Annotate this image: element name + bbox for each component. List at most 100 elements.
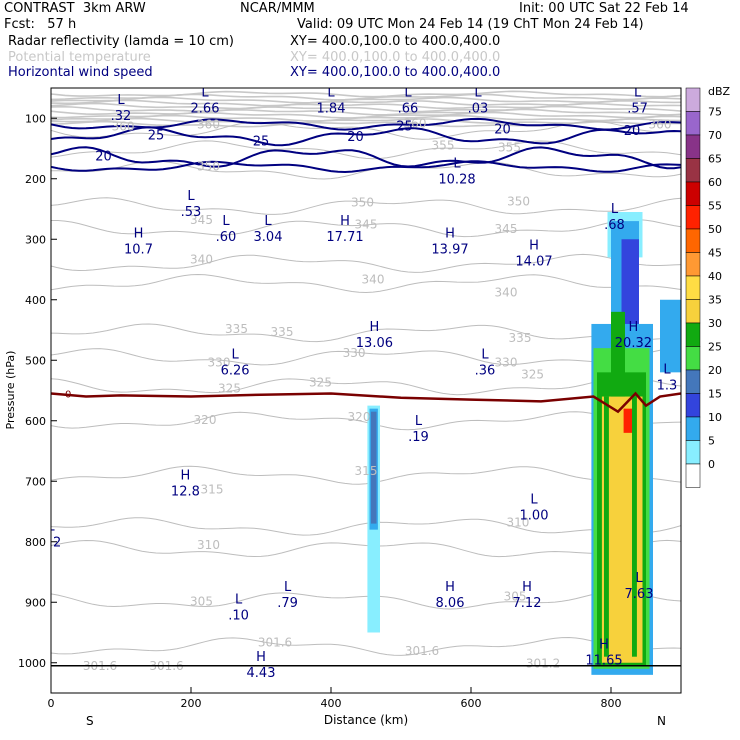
theta-label: 355 [432, 139, 455, 153]
theta-contour [51, 376, 681, 396]
contour-labels: 360 360 360 360 355 355 350 350 350 345 345 345 340 3… [41, 85, 678, 681]
colorbar-swatch [685, 181, 701, 206]
theta-label: 335 [509, 331, 532, 345]
extremum-value: 3.2 [41, 536, 62, 551]
theta-contour [51, 120, 681, 128]
colorbar-swatch [685, 416, 701, 441]
theta-label: 330 [343, 346, 366, 360]
theta-contour [51, 105, 681, 113]
extremum-value: .36 [475, 363, 496, 378]
wind-label: 25 [396, 119, 413, 134]
colorbar-label: 20 [708, 364, 722, 377]
extremum-letter: H [629, 320, 639, 335]
extremum-value: .57 [627, 101, 648, 116]
xy-theta: XY= 400.0,100.0 to 400.0,400.0 [290, 50, 501, 65]
colorbar-swatch [685, 322, 701, 347]
colorbar-swatch [685, 252, 701, 277]
extremum-letter: L [222, 214, 230, 229]
colorbar-swatch [685, 275, 701, 300]
y-tick-label: 300 [25, 233, 46, 246]
extremum-value: 7.63 [625, 587, 654, 602]
theta-label: 310 [197, 538, 220, 552]
theta-label: 325 [309, 375, 332, 389]
init-time: Init: 00 UTC Sat 22 Feb 14 [519, 1, 689, 16]
forecast-hour: Fcst: 57 h [4, 17, 77, 32]
colorbar-label: 60 [708, 176, 722, 189]
extremum-value: .53 [181, 205, 202, 220]
extremum-letter: H [370, 320, 380, 335]
wind-contour [51, 146, 681, 170]
extremum-value: 1.3 [657, 378, 678, 393]
extremum-letter: L [634, 85, 642, 100]
extremum-letter: L [415, 414, 423, 429]
theta-lines [51, 90, 681, 656]
extremum-value: 20.32 [615, 336, 652, 351]
y-tick-label: 400 [25, 294, 46, 307]
extremum-letter: L [474, 85, 482, 100]
reflectivity-cell [611, 311, 625, 397]
extremum-letter: L [481, 347, 489, 362]
colorbar-label: 65 [708, 153, 722, 166]
colorbar-swatch [685, 111, 701, 136]
field-theta: Potential temperature [8, 50, 151, 65]
theta-label: 345 [495, 222, 518, 236]
colorbar-swatch [685, 87, 701, 112]
wind-label: 25 [148, 128, 165, 143]
extremum-letter: H [445, 226, 455, 241]
y-axis-title: Pressure (hPa) [4, 351, 17, 430]
extremum-letter: L [327, 85, 335, 100]
colorbar-swatch [685, 205, 701, 230]
theta-contour [51, 218, 681, 238]
theta-label: 301.6 [258, 635, 292, 649]
theta-label: 315 [201, 482, 224, 496]
wind-label: 25 [253, 134, 270, 149]
y-tick-label: 200 [25, 173, 46, 186]
colorbar-label: 0 [708, 458, 715, 471]
colorbar-swatch [685, 463, 701, 488]
theta-contour [51, 348, 681, 366]
theta-label: 335 [271, 325, 294, 339]
extremum-value: 12.8 [171, 484, 200, 499]
theta-label: 360 [197, 118, 220, 132]
y-tick-label: 800 [25, 536, 46, 549]
theta-label: 355 [498, 141, 521, 155]
theta-label: 350 [351, 196, 374, 210]
theta-contour [51, 253, 681, 273]
theta-contour [51, 114, 681, 122]
theta-contour [51, 636, 681, 656]
theta-label: 315 [355, 464, 378, 478]
plot-frame [50, 87, 682, 694]
colorbar-label: 40 [708, 270, 722, 283]
extremum-value: 11.65 [585, 654, 622, 669]
x-tick-label: 800 [601, 697, 622, 710]
theta-label: 360 [404, 116, 427, 130]
xy-wind: XY= 400.0,100.0 to 400.0,400.0 [290, 65, 501, 80]
extremum-letter: H [529, 238, 539, 253]
theta-contour [51, 539, 681, 558]
extremum-letter: L [231, 347, 239, 362]
extremum-letter: H [181, 468, 191, 483]
extremum-value: 1.84 [317, 101, 346, 116]
extremum-value: .19 [408, 430, 429, 445]
colorbar-label: 10 [708, 411, 722, 424]
colorbar-swatch [685, 228, 701, 253]
extremum-letter: H [445, 580, 455, 595]
x-tick-label: 600 [461, 697, 482, 710]
theta-contour [51, 590, 681, 610]
extremum-value: 7.12 [513, 596, 542, 611]
theta-contour [51, 102, 681, 110]
extremum-letter: H [134, 226, 144, 241]
theta-label: 345 [190, 213, 213, 227]
theta-contour [51, 273, 681, 294]
colorbar-label: 30 [708, 317, 722, 330]
wind-contour [51, 126, 681, 147]
colorbar-label: 75 [708, 106, 722, 119]
colorbar-swatch [685, 369, 701, 394]
extremum-value: 1.00 [520, 509, 549, 524]
colorbar-label: 45 [708, 247, 722, 260]
extremum-letter: L [264, 214, 272, 229]
extremum-value: .03 [468, 101, 489, 116]
reflectivity-cell [604, 396, 609, 657]
reflectivity-cell [370, 411, 377, 524]
